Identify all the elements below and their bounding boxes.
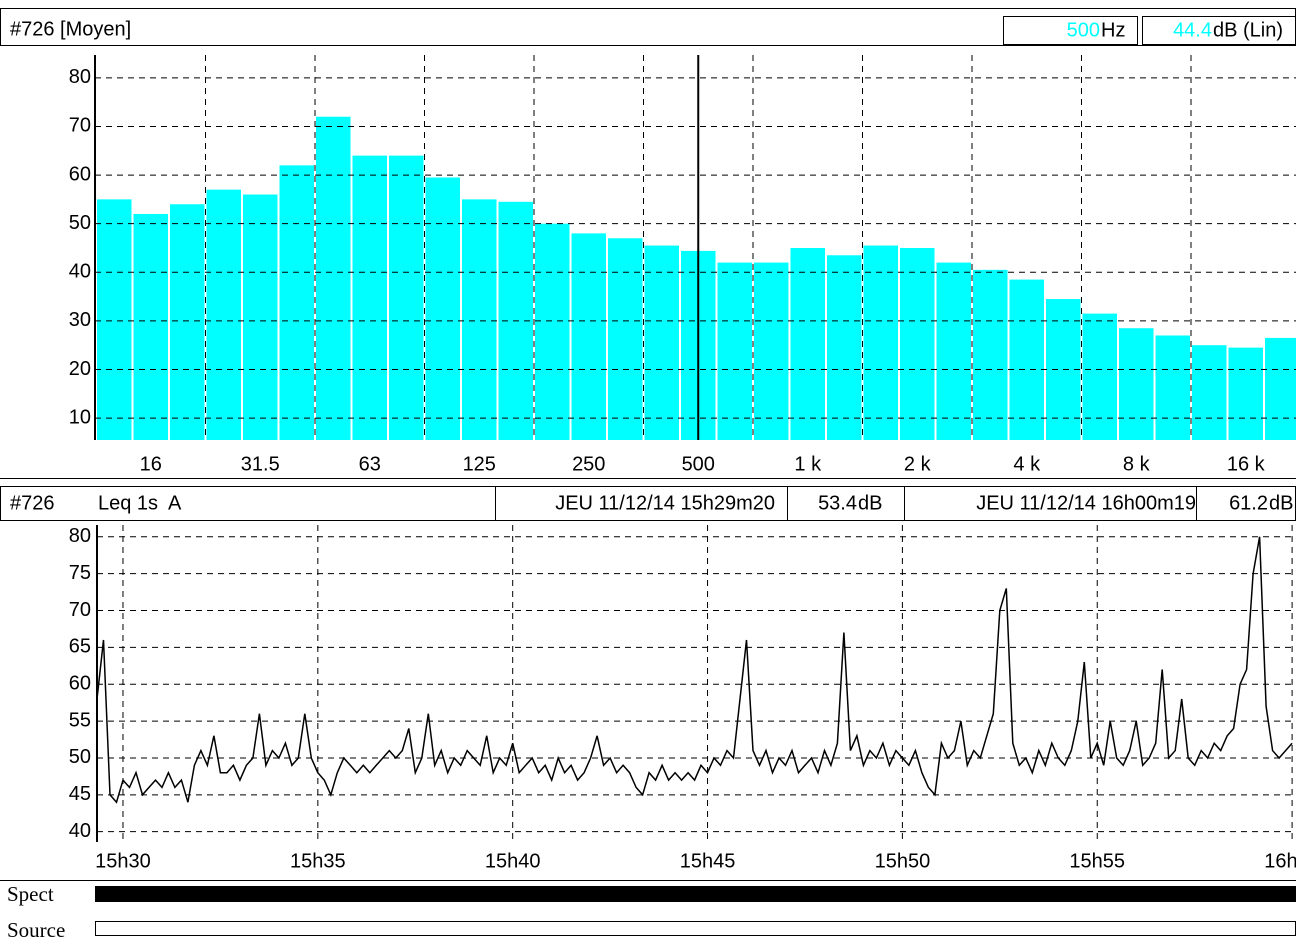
level-line [96, 536, 1293, 804]
cursor-frequency: 500 [1067, 19, 1100, 41]
frequency-box [1003, 16, 1138, 45]
bar [863, 245, 898, 440]
x-tick-label: 16 [140, 453, 162, 475]
y-tick-label: 70 [69, 115, 91, 137]
x-tick-label: 15h40 [485, 850, 541, 872]
bar [644, 245, 679, 440]
bar [425, 177, 460, 440]
spectrum-title: #726 [Moyen] [10, 18, 131, 40]
x-tick-label: 15h30 [95, 850, 151, 872]
y-tick-label: 55 [69, 709, 91, 731]
x-tick-label: 4 k [1013, 453, 1041, 475]
y-tick-label: 80 [69, 525, 91, 547]
y-tick-label: 60 [69, 163, 91, 185]
frequency-unit: Hz [1101, 19, 1125, 41]
cursor1-unit: dB [858, 492, 882, 514]
x-tick-label: 16h00 [1264, 850, 1296, 872]
y-tick-label: 70 [69, 599, 91, 621]
bar [170, 204, 205, 440]
bar [206, 189, 241, 440]
bar [608, 238, 643, 440]
bar [827, 255, 862, 440]
cursor-level: 44.4 [1173, 19, 1212, 41]
bar [243, 194, 278, 440]
bar [97, 199, 132, 440]
y-tick-label: 50 [69, 212, 91, 234]
y-tick-label: 60 [69, 673, 91, 695]
x-tick-label: 31.5 [241, 453, 280, 475]
bar [1155, 335, 1190, 440]
bar [1265, 337, 1296, 440]
bar [133, 213, 168, 440]
bar [973, 269, 1008, 440]
level-unit: dB (Lin) [1213, 19, 1283, 41]
bar [1082, 313, 1117, 440]
x-tick-label: 8 k [1123, 453, 1151, 475]
x-tick-label: 250 [572, 453, 605, 475]
y-tick-label: 45 [69, 783, 91, 805]
x-tick-label: 500 [682, 453, 715, 475]
cursor2-level: 61.2 [1229, 492, 1268, 514]
y-tick-label: 20 [69, 358, 91, 380]
bar [1119, 328, 1154, 440]
bar [754, 262, 789, 440]
cursor1-time: JEU 11/12/14 15h29m20 [555, 492, 775, 514]
x-tick-label: 15h50 [875, 850, 931, 872]
bar [535, 223, 570, 440]
x-tick-label: 15h35 [290, 850, 346, 872]
x-tick-label: 125 [463, 453, 496, 475]
bar [571, 233, 606, 440]
x-tick-label: 63 [359, 453, 381, 475]
cursor1-level: 53.4 [818, 492, 857, 514]
y-tick-label: 40 [69, 820, 91, 842]
y-tick-label: 40 [69, 261, 91, 283]
bar [389, 155, 424, 440]
spect-track [95, 886, 1296, 902]
cursor2-unit: dB [1269, 492, 1293, 514]
x-tick-label: 15h55 [1069, 850, 1125, 872]
bar [936, 262, 971, 440]
y-tick-label: 65 [69, 636, 91, 658]
bar [279, 165, 314, 440]
bar [352, 155, 387, 440]
bar [1228, 347, 1263, 440]
x-tick-label: 16 k [1227, 453, 1266, 475]
bar [790, 247, 825, 440]
bar [1192, 345, 1227, 440]
bar [316, 116, 351, 440]
bar [717, 262, 752, 440]
cursor2-time: JEU 11/12/14 16h00m19 [976, 492, 1196, 514]
time-title: #726 [10, 492, 55, 514]
y-tick-label: 10 [69, 406, 91, 428]
y-tick-label: 80 [69, 66, 91, 88]
y-tick-label: 30 [69, 309, 91, 331]
bar [462, 199, 497, 440]
bar [1009, 279, 1044, 440]
track-label: Spect [7, 882, 54, 906]
track-label: Source [7, 918, 65, 942]
y-tick-label: 75 [69, 562, 91, 584]
y-tick-label: 50 [69, 746, 91, 768]
x-tick-label: 2 k [904, 453, 932, 475]
x-tick-label: 1 k [794, 453, 822, 475]
x-tick-label: 15h45 [680, 850, 736, 872]
bar [900, 247, 935, 440]
time-subtitle: Leq 1s A [98, 492, 182, 514]
